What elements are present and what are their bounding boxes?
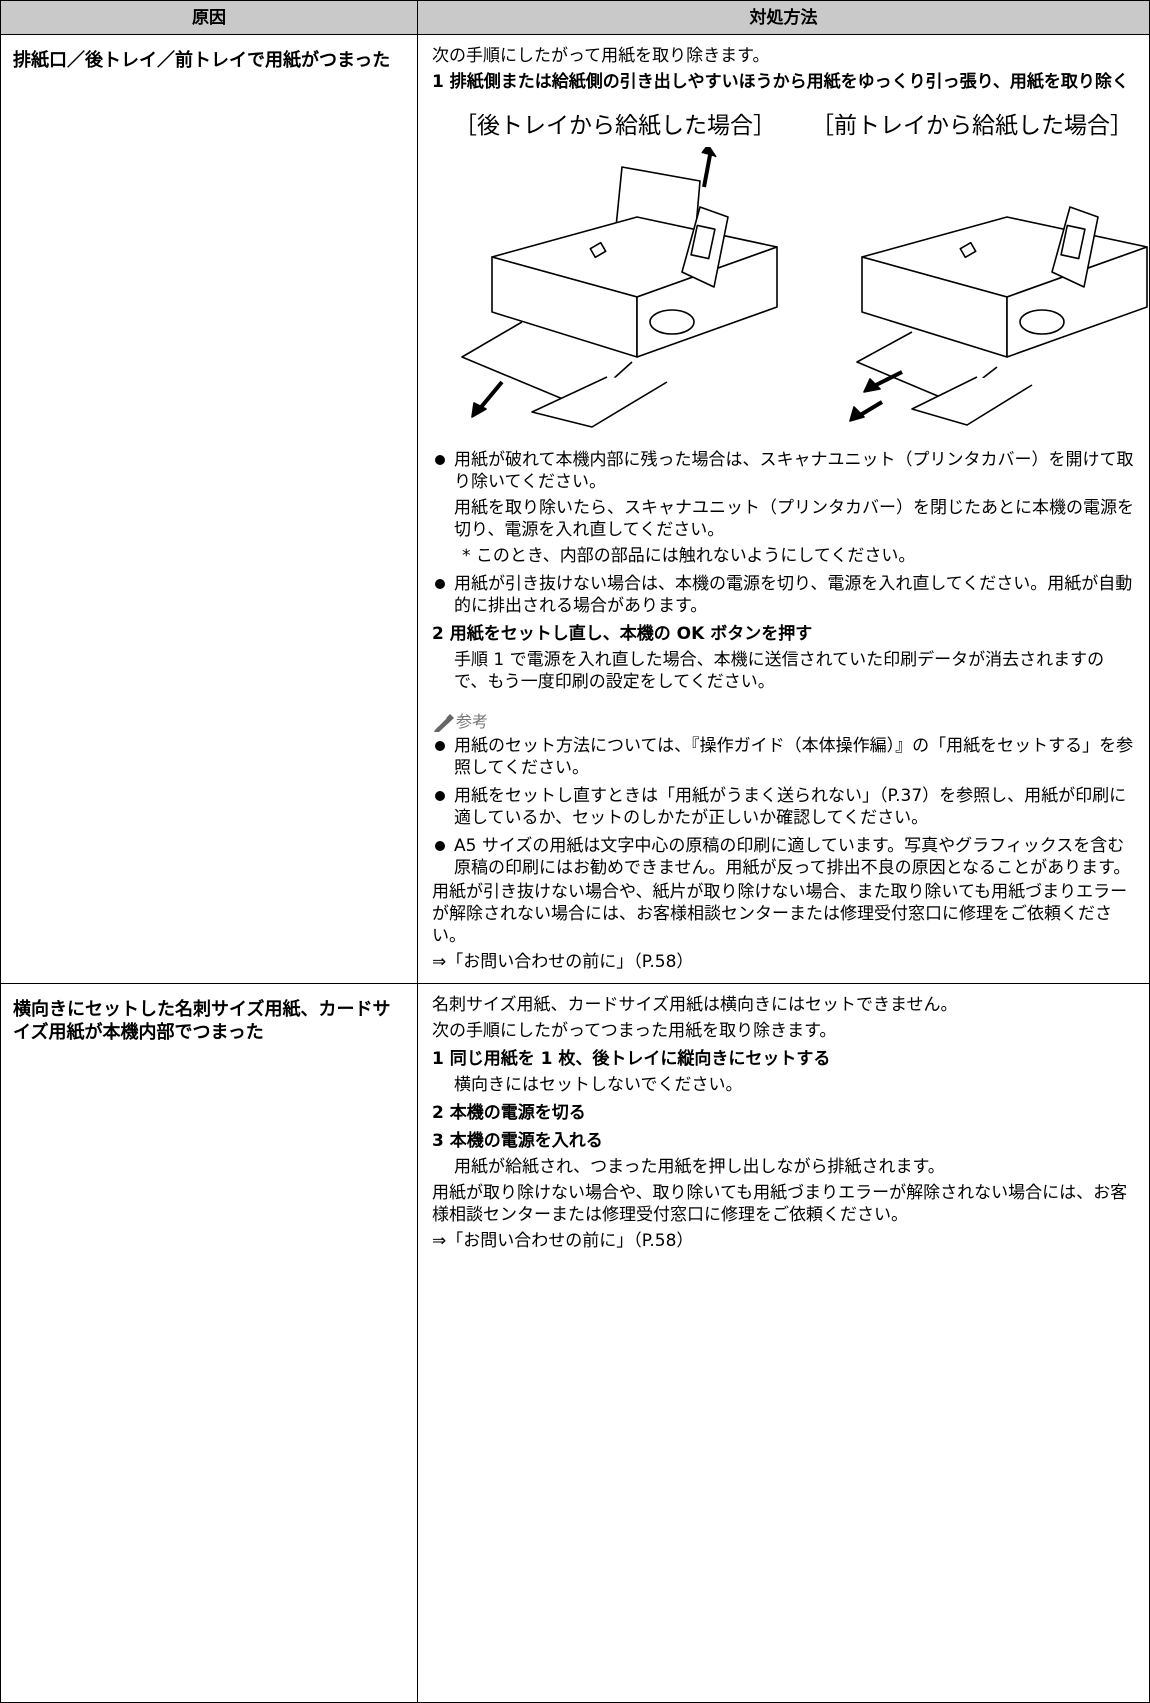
bullet-dot [435,579,445,589]
step: 2 用紙をセットし直し、本機の OK ボタンを押す [432,624,813,644]
caption: ［後トレイから給紙した場合］ [454,113,776,139]
table-body: 排紙口／後トレイ／前トレイで用紙がつまった 次の手順にしたがって用紙を取り除きま… [0,34,1150,1703]
printer-rear [461,147,778,428]
row: 排紙口／後トレイ／前トレイで用紙がつまった 次の手順にしたがって用紙を取り除きま… [0,34,1150,984]
reference: ⇒「お問い合わせの前に」（P.58） [432,952,694,972]
intro: 次の手順にしたがって用紙を取り除きます。 [432,46,770,66]
intro: 次の手順にしたがってつまった用紙を取り除きます。 [432,1021,837,1041]
table-head: 原因 対処方法 [0,0,1150,35]
header-row: 原因 対処方法 [0,0,1150,35]
closing: 用紙が取り除けない場合や、取り除いても用紙づまりエラーが解除されない場合には、お… [432,1183,1128,1225]
bullet-dot [435,741,445,751]
note-text: 用紙をセットし直すときは「用紙がうまく送られない」（P.37）を参照し、用紙が印… [454,786,1127,828]
caution: * このとき、内部の部品には触れないようにしてください。 [462,546,916,566]
bullet-text: 用紙が破れて本機内部に残った場合は、スキャナユニット（プリンタカバー）を開けて取… [454,450,1134,492]
closing: 用紙が引き抜けない場合や、紙片が取り除けない場合、また取り除いても用紙づまりエラ… [432,882,1128,946]
printer-front [849,206,1148,426]
detail: 用紙が給紙され、つまった用紙を押し出しながら排紙されます。 [454,1157,945,1177]
bullet-dot [435,841,445,851]
step: 3 本機の電源を入れる [432,1131,603,1151]
step: 1 排紙側または給紙側の引き出しやすいほうから用紙をゆっくり引っ張り、用紙を取り… [432,72,1129,92]
bullet: 用紙が破れて本機内部に残った場合は、スキャナユニット（プリンタカバー）を開けて取… [432,449,1137,493]
bullet-dot [435,455,445,465]
printer-illustrations [461,147,1148,428]
reference: ⇒「お問い合わせの前に」（P.58） [432,1231,694,1251]
header-cause: 原因 [0,0,418,35]
note: 用紙をセットし直すときは「用紙がうまく送られない」（P.37）を参照し、用紙が印… [432,785,1137,829]
cause: 排紙口／後トレイ／前トレイで用紙がつまった [0,34,418,984]
bullet-dot [435,791,445,801]
note-title: 参考 [456,712,489,731]
row: 横向きにセットした名刺サイズ用紙、カードサイズ用紙が本機内部でつまった 名刺サイ… [0,983,1150,1703]
detail: 手順 1 で電源を入れ直した場合、本機に送信されていた印刷データが消去されますの… [454,650,1105,692]
note: A5 サイズの用紙は文字中心の原稿の印刷に適しています。写真やグラフィックスを含… [432,835,1137,879]
caption: ［前トレイから給紙した場合］ [811,113,1133,139]
note-header: 参考 [432,711,1137,733]
bullet-text: 用紙が引き抜けない場合は、本機の電源を切り、電源を入れ直してください。用紙が自動… [454,574,1133,616]
note-text: A5 サイズの用紙は文字中心の原稿の印刷に適しています。写真やグラフィックスを含… [454,836,1131,878]
solution: 名刺サイズ用紙、カードサイズ用紙は横向きにはセットできません。 次の手順にしたが… [417,983,1150,1703]
header-solution: 対処方法 [417,0,1150,35]
cause: 横向きにセットした名刺サイズ用紙、カードサイズ用紙が本機内部でつまった [0,983,418,1703]
bullet: 用紙が引き抜けない場合は、本機の電源を切り、電源を入れ直してください。用紙が自動… [432,573,1137,617]
detail: 横向きにはセットしないでください。 [454,1075,743,1095]
note-text: 用紙のセット方法については、『操作ガイド（本体操作編）』の「用紙をセットする」を… [454,736,1134,778]
solution: 次の手順にしたがって用紙を取り除きます。 1 排紙側または給紙側の引き出しやすい… [417,34,1150,984]
captions: ［後トレイから給紙した場合］ ［前トレイから給紙した場合］ [432,111,1137,141]
intro: 名刺サイズ用紙、カードサイズ用紙は横向きにはセットできません。 [432,995,958,1015]
note-icon [434,714,454,732]
step: 1 同じ用紙を 1 枚、後トレイに縦向きにセットする [432,1049,831,1069]
note: 用紙のセット方法については、『操作ガイド（本体操作編）』の「用紙をセットする」を… [432,735,1137,779]
step: 2 本機の電源を切る [432,1103,586,1123]
detail: 用紙を取り除いたら、スキャナユニット（プリンタカバー）を閉じたあとに本機の電源を… [454,498,1134,540]
